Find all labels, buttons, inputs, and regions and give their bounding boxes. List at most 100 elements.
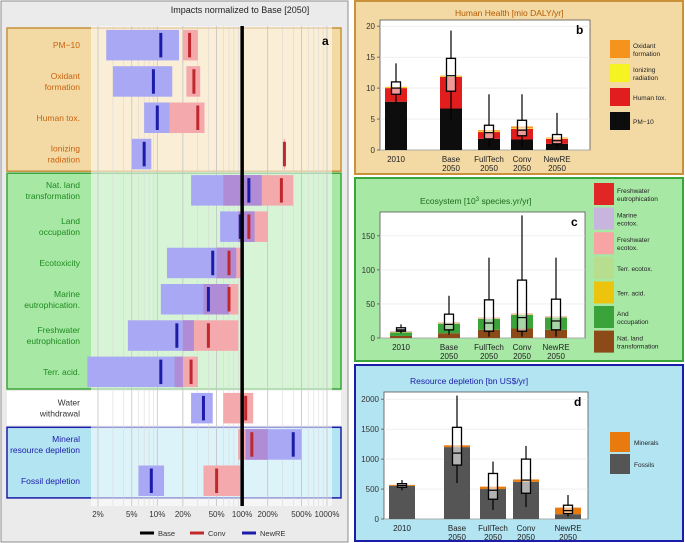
box-body: [551, 133, 563, 145]
box-body: [550, 298, 562, 331]
box-body: [483, 124, 495, 140]
legend-label: Minerals: [634, 440, 659, 447]
category-label-line: formation: [45, 82, 81, 92]
legend-swatch: [610, 454, 630, 474]
category-label: Oxidant formation: [45, 71, 81, 92]
y-tick-label: 1500: [361, 425, 379, 434]
x-tick-label: Conv: [517, 524, 536, 533]
category-label: Ecotoxicity: [39, 258, 80, 268]
x-tick-label: 2050: [484, 533, 502, 542]
category-label-line: Human tox.: [37, 113, 80, 123]
category-label: Freshwater eutrophication: [27, 325, 81, 346]
legend-label: transformation: [617, 344, 659, 351]
y-tick-label: 0: [371, 334, 376, 343]
box-body: [443, 313, 455, 331]
category-label-line: Land: [61, 216, 80, 226]
legend-label: Oxidant: [633, 43, 656, 50]
newre-range-bar: [87, 356, 183, 388]
category-label-line: eutrophication.: [24, 300, 80, 310]
x-tick-label: NewRE: [554, 524, 581, 533]
category-label-line: occupation: [39, 227, 80, 237]
x-tick-label: 2050: [480, 352, 498, 361]
newre-range-bar: [191, 392, 213, 424]
category-label-line: Ecotoxicity: [39, 258, 80, 268]
legend-label: ecotox.: [617, 245, 638, 252]
category-label-line: PM−10: [53, 40, 80, 50]
category-label: Nat. land transformation: [26, 180, 81, 201]
x-tick-label: FullTech: [478, 524, 508, 533]
legend-swatch: [594, 281, 614, 304]
x-tick-label: 100%: [232, 510, 252, 519]
category-label: Mineral resource depletion: [10, 434, 80, 455]
category-label-line: Nat. land: [46, 180, 80, 190]
legend-label: And: [617, 311, 629, 318]
category-label-line: Oxidant: [51, 71, 81, 81]
legend-label: Freshwater: [617, 188, 650, 195]
x-tick-label: 2010: [392, 343, 410, 352]
category-label-line: Fossil depletion: [21, 476, 80, 486]
category-label-line: Ionizing: [51, 144, 81, 154]
x-tick-label: 20%: [175, 510, 191, 519]
overlap-range-bar: [174, 356, 183, 388]
legend-label: Base: [158, 529, 175, 538]
panel-b-title: Human Health [mio DALY/yr]: [455, 8, 564, 18]
legend-label: Fossils: [634, 462, 655, 469]
panel-c-title: Ecosystem [103 species.yr/yr]: [420, 196, 532, 206]
panel-a-title: Impacts normalized to Base [2050]: [171, 5, 310, 15]
legend-swatch: [594, 232, 614, 255]
category-label: Ionizing radiation: [47, 144, 80, 165]
panel-c-title-post: species.yr/yr]: [479, 196, 531, 206]
panel-letter: c: [571, 215, 578, 229]
x-tick-label: 2%: [92, 510, 104, 519]
legend-swatch: [594, 330, 614, 353]
x-tick-label: 2050: [548, 164, 566, 173]
x-tick-label: 2050: [559, 533, 577, 542]
category-label: Terr. acid.: [43, 367, 80, 377]
x-tick-label: 10%: [149, 510, 165, 519]
legend-swatch: [594, 256, 614, 279]
x-tick-label: FullTech: [474, 343, 504, 352]
legend-label: eutrophication: [617, 196, 658, 203]
legend-label: Terr. ecotox.: [617, 266, 653, 273]
category-label: Fossil depletion: [21, 476, 80, 486]
panel-letter: b: [576, 23, 583, 37]
legend-label: formation: [633, 51, 660, 58]
panel-a-letter: a: [322, 34, 329, 48]
panel-c-title-sup: 3: [476, 197, 480, 203]
legend-label: PM−10: [633, 119, 654, 126]
x-tick-label: 2050: [547, 352, 565, 361]
stacked-bar-segment: [385, 101, 407, 150]
x-tick-label: 2050: [442, 164, 460, 173]
legend-swatch: [610, 432, 630, 452]
panel-d-title: Resource depletion [bn US$/yr]: [410, 376, 528, 386]
newre-range-bar: [106, 29, 179, 61]
x-tick-label: 2010: [393, 524, 411, 533]
x-tick-label: Base: [442, 155, 461, 164]
legend-label: ecotox.: [617, 221, 638, 228]
x-tick-label: Conv: [513, 343, 532, 352]
y-tick-label: 0: [375, 515, 380, 524]
panel-c-title-pre: Ecosystem [10: [420, 196, 476, 206]
category-label-line: Water: [58, 398, 81, 408]
category-label: Land occupation: [39, 216, 80, 237]
y-tick-label: 10: [366, 84, 375, 93]
y-tick-label: 20: [366, 22, 375, 31]
legend-label: occupation: [617, 319, 649, 326]
category-label-line: radiation: [47, 155, 80, 165]
box-body: [487, 472, 499, 500]
category-label-line: Mineral: [52, 434, 80, 444]
y-tick-label: 5: [371, 115, 376, 124]
x-tick-label: 1000%: [315, 510, 340, 519]
box-body: [483, 299, 495, 332]
box-body: [520, 458, 532, 494]
overlap-range-bar: [182, 320, 194, 351]
x-tick-label: 5%: [126, 510, 138, 519]
legend-swatch: [610, 40, 630, 58]
category-label: PM−10: [53, 40, 80, 50]
legend-swatch: [610, 64, 630, 82]
legend-label: Terr. acid.: [617, 290, 645, 297]
y-tick-label: 15: [366, 53, 375, 62]
x-tick-label: 2050: [513, 352, 531, 361]
legend-label: Freshwater: [617, 237, 650, 244]
category-label-line: Freshwater: [37, 325, 80, 335]
